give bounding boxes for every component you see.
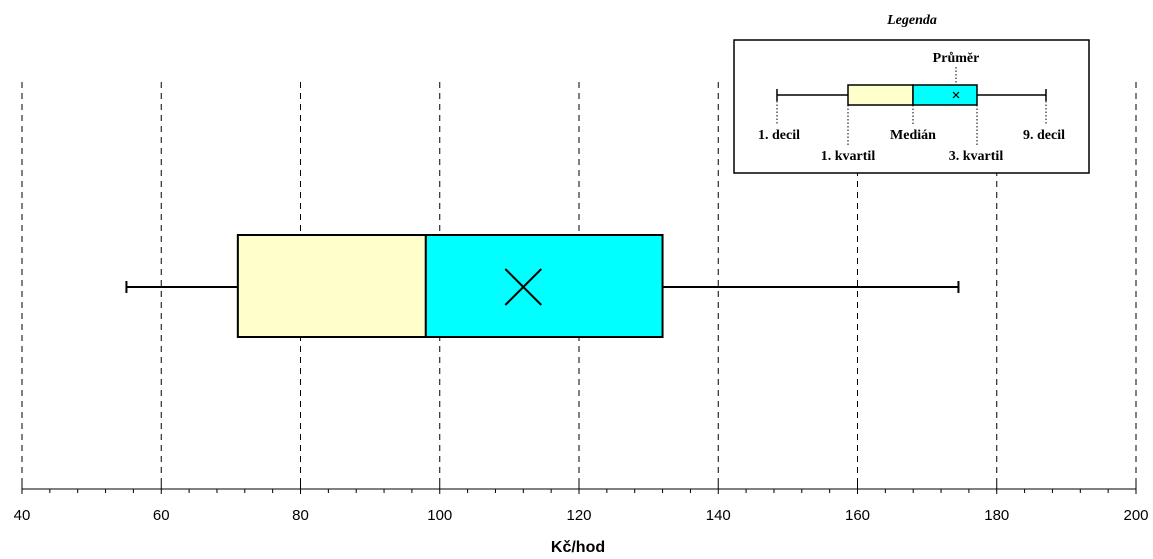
legend: Legenda Průměr 1. decil Medián 9. decil …: [733, 13, 1090, 174]
x-tick-label-60: 60: [153, 507, 170, 524]
legend-upper-box: [912, 84, 978, 106]
x-tick-label-120: 120: [566, 507, 591, 524]
legend-label-quartile3: 3. kvartil: [949, 149, 1004, 164]
x-axis-title: Kč/hod: [551, 539, 605, 556]
legend-label-decile9: 9. decil: [1023, 128, 1065, 143]
x-tick-label-140: 140: [706, 507, 731, 524]
x-tick-label-200: 200: [1123, 507, 1148, 524]
legend-lower-box: [847, 84, 914, 106]
x-tick-label-80: 80: [292, 507, 309, 524]
legend-label-median: Medián: [890, 128, 936, 143]
mean-marker: [504, 268, 543, 306]
x-axis: 40 60 80 100 120 140 160 180 200: [14, 484, 1149, 524]
legend-mean-x-b: [952, 91, 960, 99]
legend-label-quartile1: 1. kvartil: [821, 149, 876, 164]
mean-marker-stroke-b: [504, 268, 543, 306]
x-tick-label-100: 100: [427, 507, 452, 524]
legend-label-mean: Průměr: [933, 51, 980, 66]
lower-box: [236, 234, 427, 338]
legend-frame: [733, 39, 1090, 174]
legend-title: Legenda: [886, 13, 937, 28]
box-plot: [125, 234, 960, 338]
upper-box: [424, 234, 664, 338]
x-tick-label-180: 180: [984, 507, 1009, 524]
x-tick-label-40: 40: [14, 507, 31, 524]
legend-label-decile1: 1. decil: [758, 128, 800, 143]
x-tick-label-160: 160: [845, 507, 870, 524]
